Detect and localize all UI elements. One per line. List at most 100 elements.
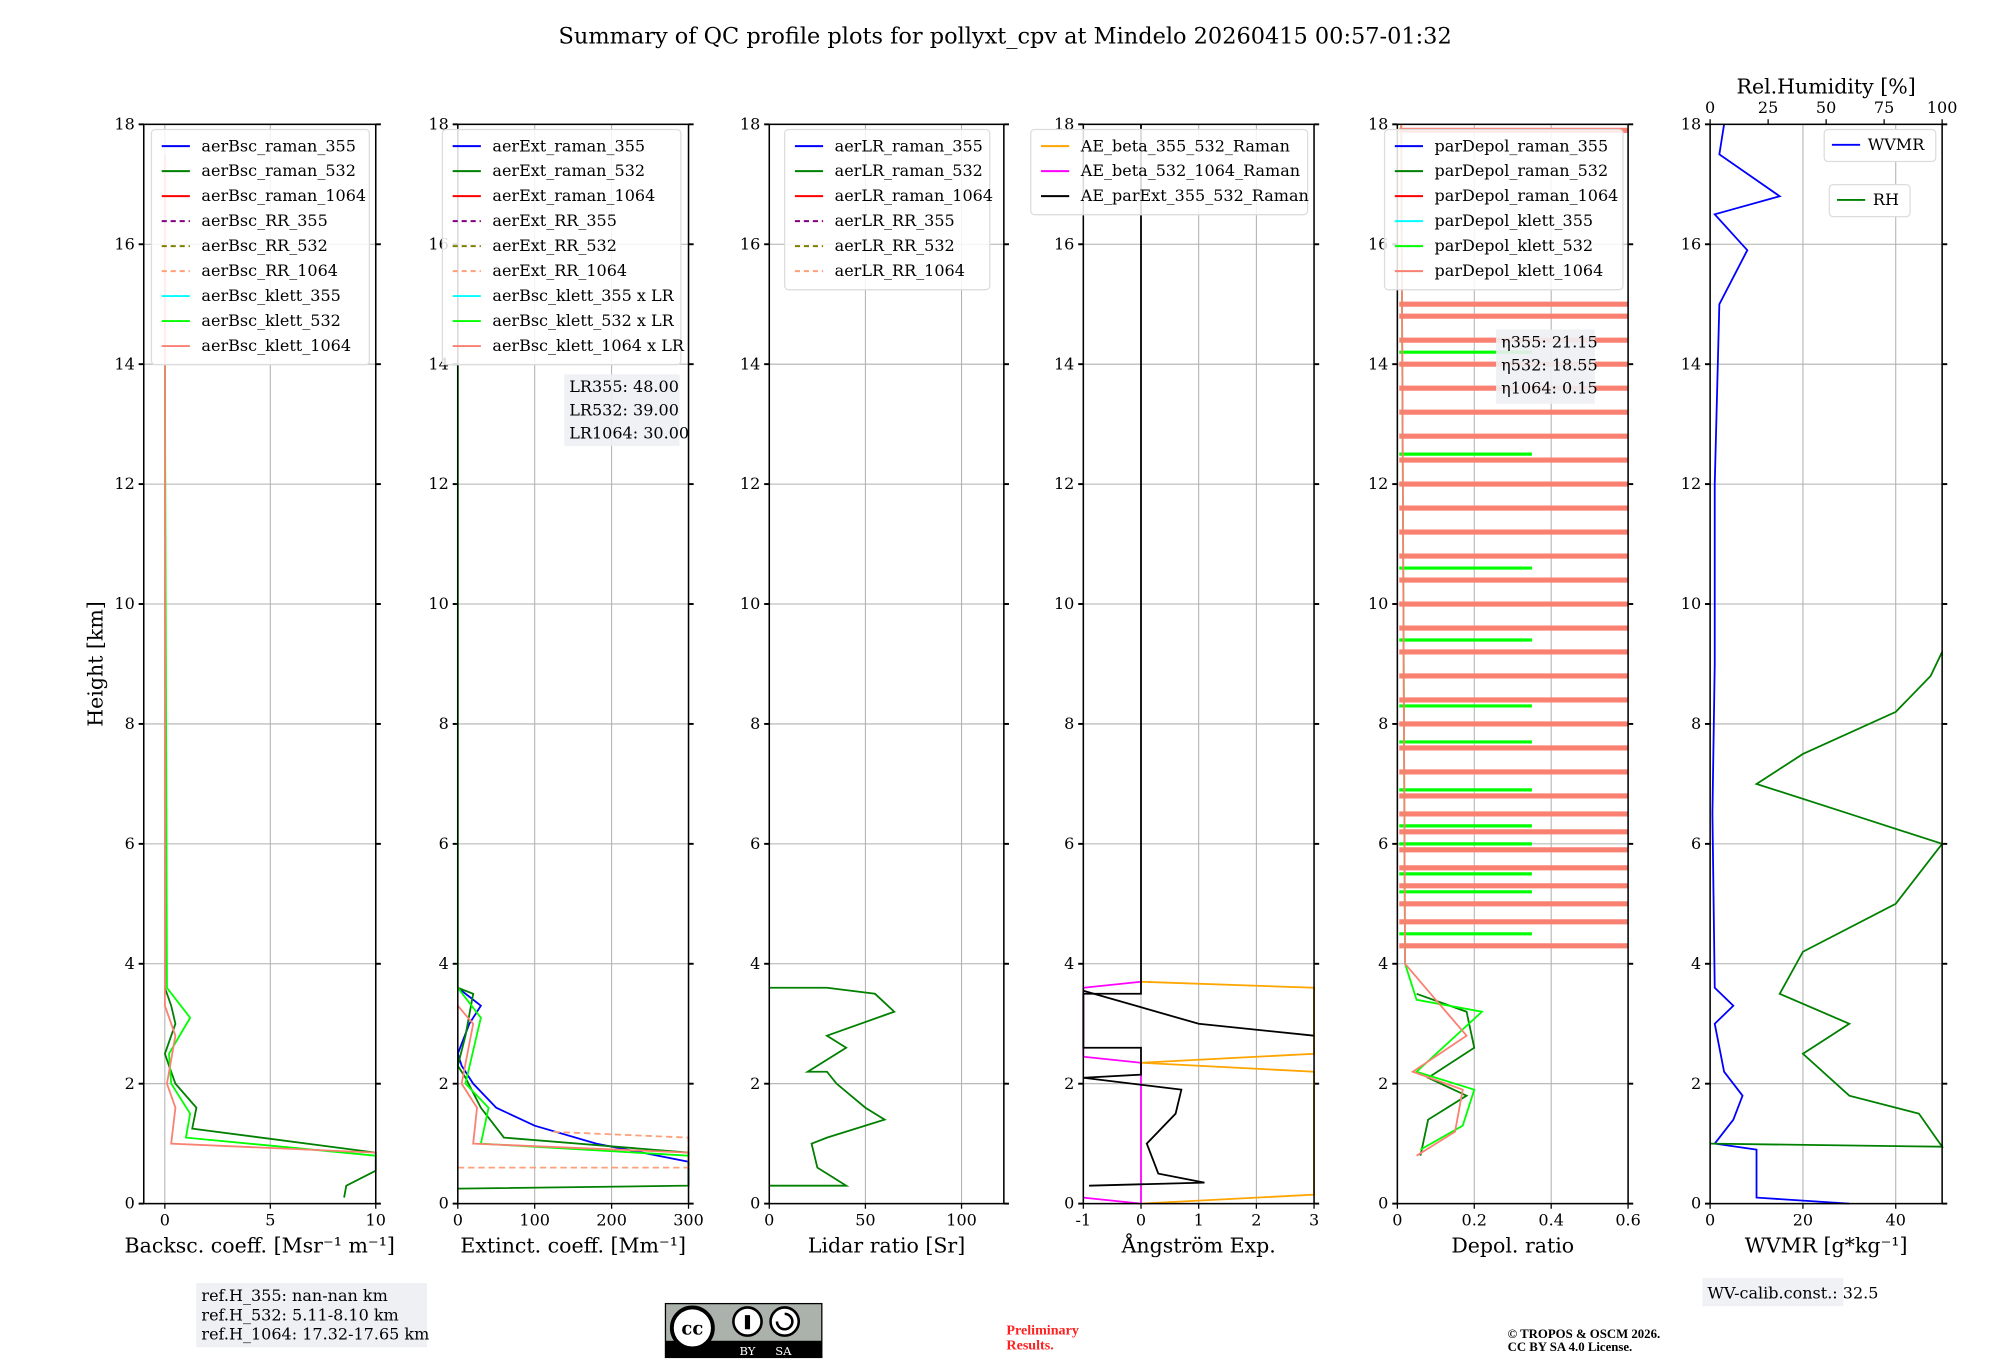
y-tick-label: 0 <box>1378 1194 1388 1213</box>
legend-label: parDepol_raman_355 <box>1435 136 1609 155</box>
x-axis-label: Ångström Exp. <box>1121 1232 1276 1257</box>
y-tick-label: 18 <box>1368 114 1388 133</box>
legend-label: aerBsc_klett_355 <box>201 286 340 305</box>
y-tick-label: 12 <box>740 474 760 493</box>
top-x-tick-label: 75 <box>1874 98 1894 117</box>
x-tick-label: 0.6 <box>1615 1210 1640 1229</box>
y-tick-label: 10 <box>428 594 448 613</box>
copyright-line1: © TROPOS & OSCM 2026. <box>1508 1327 1661 1341</box>
x-tick-label: 3 <box>1309 1210 1319 1229</box>
legend-label: aerLR_RR_1064 <box>835 261 965 280</box>
cc-text: cc <box>681 1318 703 1339</box>
top-x-tick-label: 0 <box>1705 98 1715 117</box>
legend-label: parDepol_raman_532 <box>1435 161 1609 180</box>
y-tick-label: 10 <box>1054 594 1074 613</box>
y-tick-label: 18 <box>740 114 760 133</box>
x-tick-label: 0 <box>453 1210 463 1229</box>
x-tick-label: 20 <box>1793 1210 1813 1229</box>
legend-label: aerBsc_RR_355 <box>201 211 327 230</box>
x-axis-label: Extinct. coeff. [Mm⁻¹] <box>460 1233 686 1257</box>
y-tick-label: 14 <box>1054 354 1074 373</box>
y-tick-label: 12 <box>114 474 134 493</box>
legend-box <box>1828 183 1911 218</box>
legend-label: AE_beta_532_1064_Raman <box>1080 161 1300 180</box>
annotation-text: LR355: 48.00 <box>569 377 679 396</box>
x-tick-label: 0 <box>764 1210 774 1229</box>
by-text: BY <box>740 1344 756 1358</box>
x-tick-label: 200 <box>596 1210 627 1229</box>
legend-label: aerBsc_klett_1064 <box>201 336 351 355</box>
y-tick-label: 4 <box>1378 954 1388 973</box>
y-tick-label: 8 <box>1691 714 1701 733</box>
top-x-tick-label: 50 <box>1816 98 1836 117</box>
x-tick-label: 0.4 <box>1538 1210 1563 1229</box>
legend-label: parDepol_klett_355 <box>1435 211 1594 230</box>
y-tick-label: 10 <box>114 594 134 613</box>
series-line-ae-parext-355-532-raman <box>1082 124 1205 1187</box>
legend-box <box>1823 128 1937 163</box>
x-tick-label: 5 <box>265 1210 275 1229</box>
x-tick-label: 0.2 <box>1462 1210 1487 1229</box>
y-tick-label: 16 <box>114 234 134 253</box>
annotation-text: WV-calib.const.: 32.5 <box>1708 1283 1879 1302</box>
x-axis-label: Backsc. coeff. [Msr⁻¹ m⁻¹] <box>125 1233 395 1257</box>
sa-text: SA <box>775 1344 792 1358</box>
x-tick-label: 0 <box>1392 1210 1402 1229</box>
y-tick-label: 2 <box>750 1074 760 1093</box>
legend-label: aerExt_RR_532 <box>492 236 617 255</box>
panel-1: 0 5 10 0 2 4 6 8 10 12 14 16 18 Backsc. coeff. [Msr⁻¹… <box>114 114 395 1257</box>
legend-label: aerBsc_klett_1064 x LR <box>492 336 684 355</box>
legend-box <box>150 128 370 366</box>
legend-label: aerLR_raman_355 <box>835 136 983 155</box>
legend-label: aerExt_raman_1064 <box>492 186 655 205</box>
y-tick-label: 18 <box>1054 114 1074 133</box>
y-tick-label: 16 <box>1368 234 1388 253</box>
series-line-aerlr-raman-532 <box>769 986 896 1187</box>
legend-label: aerExt_RR_355 <box>492 211 617 230</box>
legend-label: aerExt_raman_532 <box>492 161 645 180</box>
series-line-ae-beta-532-1064-raman <box>1082 980 1142 1205</box>
y-tick-label: 0 <box>439 1194 449 1213</box>
axes-frame <box>1082 123 1315 1205</box>
y-tick-label: 14 <box>1681 354 1701 373</box>
legend-label: parDepol_klett_532 <box>1435 236 1594 255</box>
legend-box <box>441 128 682 366</box>
y-tick-label: 8 <box>1378 714 1388 733</box>
legend-label: aerBsc_klett_532 x LR <box>492 311 674 330</box>
legend-label: aerExt_RR_1064 <box>492 261 627 280</box>
legend-label: aerLR_RR_532 <box>835 236 955 255</box>
series-line-rh <box>1710 651 1944 1148</box>
y-tick-label: 2 <box>1064 1074 1074 1093</box>
x-tick-label: 100 <box>519 1210 550 1229</box>
series-line-aerbsc-klett-1064-x-lr <box>457 1005 689 1154</box>
legend-label: parDepol_raman_1064 <box>1435 186 1619 205</box>
ref-height-355: ref.H_355: nan-nan km <box>201 1286 387 1305</box>
legend-label: aerLR_raman_1064 <box>835 186 993 205</box>
x-tick-label: 1 <box>1194 1210 1204 1229</box>
y-tick-label: 12 <box>1681 474 1701 493</box>
y-tick-label: 4 <box>125 954 135 973</box>
y-tick-label: 16 <box>740 234 760 253</box>
legend-label: aerExt_raman_355 <box>492 136 645 155</box>
y-tick-label: 18 <box>114 114 134 133</box>
legend-label: aerBsc_klett_355 x LR <box>492 286 674 305</box>
series-line-aerext-rr-1064 <box>457 1130 690 1169</box>
y-tick-label: 2 <box>1691 1074 1701 1093</box>
series-line-aerext-raman-355 <box>456 987 690 1186</box>
series-line-pardepol-klett-532 <box>1400 124 1484 1151</box>
y-tick-label: 14 <box>1368 354 1388 373</box>
y-tick-label: 10 <box>740 594 760 613</box>
y-tick-label: 8 <box>439 714 449 733</box>
x-tick-label: 0 <box>1705 1210 1715 1229</box>
y-tick-label: 0 <box>1691 1194 1701 1213</box>
y-tick-label: 2 <box>439 1074 449 1093</box>
legend-label: aerBsc_klett_532 <box>201 311 340 330</box>
y-tick-label: 6 <box>1691 834 1701 853</box>
series-line-aerbsc-klett-532-x-lr <box>456 364 689 1157</box>
y-tick-label: 8 <box>750 714 760 733</box>
series-line-wvmr <box>1711 124 1850 1205</box>
axes-frame <box>142 123 377 1205</box>
